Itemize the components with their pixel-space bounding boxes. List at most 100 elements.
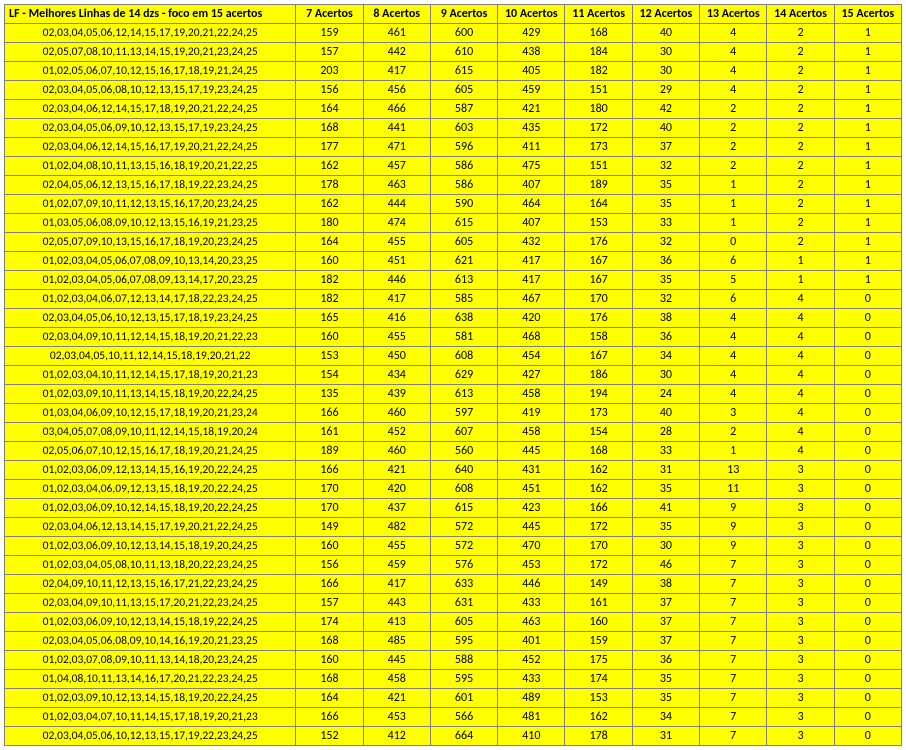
value-cell: 420 xyxy=(363,480,430,499)
value-cell: 0 xyxy=(834,404,901,423)
line-cell: 02,05,07,09,10,13,15,16,17,18,19,20,23,2… xyxy=(5,233,296,252)
value-cell: 2 xyxy=(767,62,834,81)
value-cell: 427 xyxy=(498,366,565,385)
value-cell: 4 xyxy=(700,385,767,404)
value-cell: 446 xyxy=(498,575,565,594)
value-cell: 11 xyxy=(700,480,767,499)
value-cell: 24 xyxy=(632,385,699,404)
value-cell: 610 xyxy=(430,43,497,62)
value-cell: 581 xyxy=(430,328,497,347)
value-cell: 28 xyxy=(632,423,699,442)
value-cell: 1 xyxy=(834,62,901,81)
value-cell: 32 xyxy=(632,157,699,176)
value-cell: 36 xyxy=(632,328,699,347)
value-cell: 572 xyxy=(430,537,497,556)
value-cell: 417 xyxy=(363,62,430,81)
value-cell: 407 xyxy=(498,214,565,233)
table-row: 02,03,04,05,10,11,12,14,15,18,19,20,21,2… xyxy=(5,347,902,366)
value-cell: 3 xyxy=(767,556,834,575)
col-header-13: 13 Acertos xyxy=(700,5,767,24)
value-cell: 0 xyxy=(834,556,901,575)
value-cell: 166 xyxy=(296,461,363,480)
value-cell: 0 xyxy=(834,480,901,499)
col-header-lines: LF - Melhores Linhas de 14 dzs - foco em… xyxy=(5,5,296,24)
value-cell: 6 xyxy=(700,290,767,309)
value-cell: 168 xyxy=(296,670,363,689)
table-row: 01,02,03,07,08,09,10,11,13,14,18,20,23,2… xyxy=(5,651,902,670)
table-row: 01,03,04,06,09,10,12,15,17,18,19,20,21,2… xyxy=(5,404,902,423)
value-cell: 31 xyxy=(632,727,699,746)
table-row: 02,03,04,05,06,10,12,13,15,17,19,22,23,2… xyxy=(5,727,902,746)
col-header-15: 15 Acertos xyxy=(834,5,901,24)
value-cell: 0 xyxy=(834,461,901,480)
table-body: 02,03,04,05,06,12,14,15,17,19,20,21,22,2… xyxy=(5,24,902,746)
value-cell: 443 xyxy=(363,594,430,613)
value-cell: 597 xyxy=(430,404,497,423)
value-cell: 433 xyxy=(498,670,565,689)
table-row: 02,03,04,05,06,09,10,12,13,15,17,19,23,2… xyxy=(5,119,902,138)
line-cell: 02,03,04,05,06,12,14,15,17,19,20,21,22,2… xyxy=(5,24,296,43)
value-cell: 432 xyxy=(498,233,565,252)
value-cell: 417 xyxy=(498,252,565,271)
value-cell: 638 xyxy=(430,309,497,328)
table-row: 01,04,08,10,11,13,14,16,17,20,21,22,23,2… xyxy=(5,670,902,689)
value-cell: 0 xyxy=(834,518,901,537)
value-cell: 153 xyxy=(565,214,632,233)
value-cell: 613 xyxy=(430,385,497,404)
line-cell: 01,03,05,06,08,09,10,12,13,15,16,19,21,2… xyxy=(5,214,296,233)
header-row: LF - Melhores Linhas de 14 dzs - foco em… xyxy=(5,5,902,24)
value-cell: 0 xyxy=(834,651,901,670)
value-cell: 3 xyxy=(767,461,834,480)
line-cell: 01,02,03,09,10,12,13,14,15,18,19,20,22,2… xyxy=(5,689,296,708)
value-cell: 631 xyxy=(430,594,497,613)
value-cell: 3 xyxy=(767,594,834,613)
value-cell: 186 xyxy=(565,366,632,385)
value-cell: 156 xyxy=(296,81,363,100)
col-header-8: 8 Acertos xyxy=(363,5,430,24)
value-cell: 36 xyxy=(632,651,699,670)
value-cell: 4 xyxy=(700,24,767,43)
line-cell: 02,04,09,10,11,12,13,15,16,17,21,22,23,2… xyxy=(5,575,296,594)
line-cell: 01,02,05,06,07,10,12,15,16,17,18,19,21,2… xyxy=(5,62,296,81)
value-cell: 4 xyxy=(700,43,767,62)
value-cell: 0 xyxy=(834,689,901,708)
value-cell: 3 xyxy=(767,480,834,499)
value-cell: 3 xyxy=(767,537,834,556)
value-cell: 162 xyxy=(565,708,632,727)
value-cell: 33 xyxy=(632,442,699,461)
table-row: 01,02,03,06,09,12,13,14,15,16,19,20,22,2… xyxy=(5,461,902,480)
value-cell: 7 xyxy=(700,651,767,670)
value-cell: 157 xyxy=(296,43,363,62)
value-cell: 7 xyxy=(700,575,767,594)
line-cell: 01,04,08,10,11,13,14,16,17,20,21,22,23,2… xyxy=(5,670,296,689)
value-cell: 588 xyxy=(430,651,497,670)
line-cell: 01,02,03,04,06,09,12,13,15,18,19,20,22,2… xyxy=(5,480,296,499)
value-cell: 170 xyxy=(296,499,363,518)
value-cell: 7 xyxy=(700,689,767,708)
value-cell: 0 xyxy=(834,442,901,461)
value-cell: 433 xyxy=(498,594,565,613)
col-header-7: 7 Acertos xyxy=(296,5,363,24)
value-cell: 1 xyxy=(834,119,901,138)
table-row: 02,03,04,09,10,11,12,14,15,18,19,20,21,2… xyxy=(5,328,902,347)
value-cell: 7 xyxy=(700,613,767,632)
value-cell: 149 xyxy=(296,518,363,537)
value-cell: 411 xyxy=(498,138,565,157)
value-cell: 152 xyxy=(296,727,363,746)
value-cell: 159 xyxy=(565,632,632,651)
value-cell: 463 xyxy=(363,176,430,195)
value-cell: 452 xyxy=(363,423,430,442)
value-cell: 482 xyxy=(363,518,430,537)
value-cell: 421 xyxy=(363,689,430,708)
value-cell: 1 xyxy=(700,442,767,461)
line-cell: 01,02,03,06,09,10,12,13,14,15,18,19,20,2… xyxy=(5,537,296,556)
value-cell: 7 xyxy=(700,594,767,613)
value-cell: 37 xyxy=(632,632,699,651)
value-cell: 35 xyxy=(632,518,699,537)
line-cell: 01,02,04,08,10,11,13,15,16,18,19,20,21,2… xyxy=(5,157,296,176)
value-cell: 176 xyxy=(565,233,632,252)
value-cell: 164 xyxy=(296,689,363,708)
value-cell: 166 xyxy=(296,575,363,594)
value-cell: 615 xyxy=(430,499,497,518)
value-cell: 165 xyxy=(296,309,363,328)
